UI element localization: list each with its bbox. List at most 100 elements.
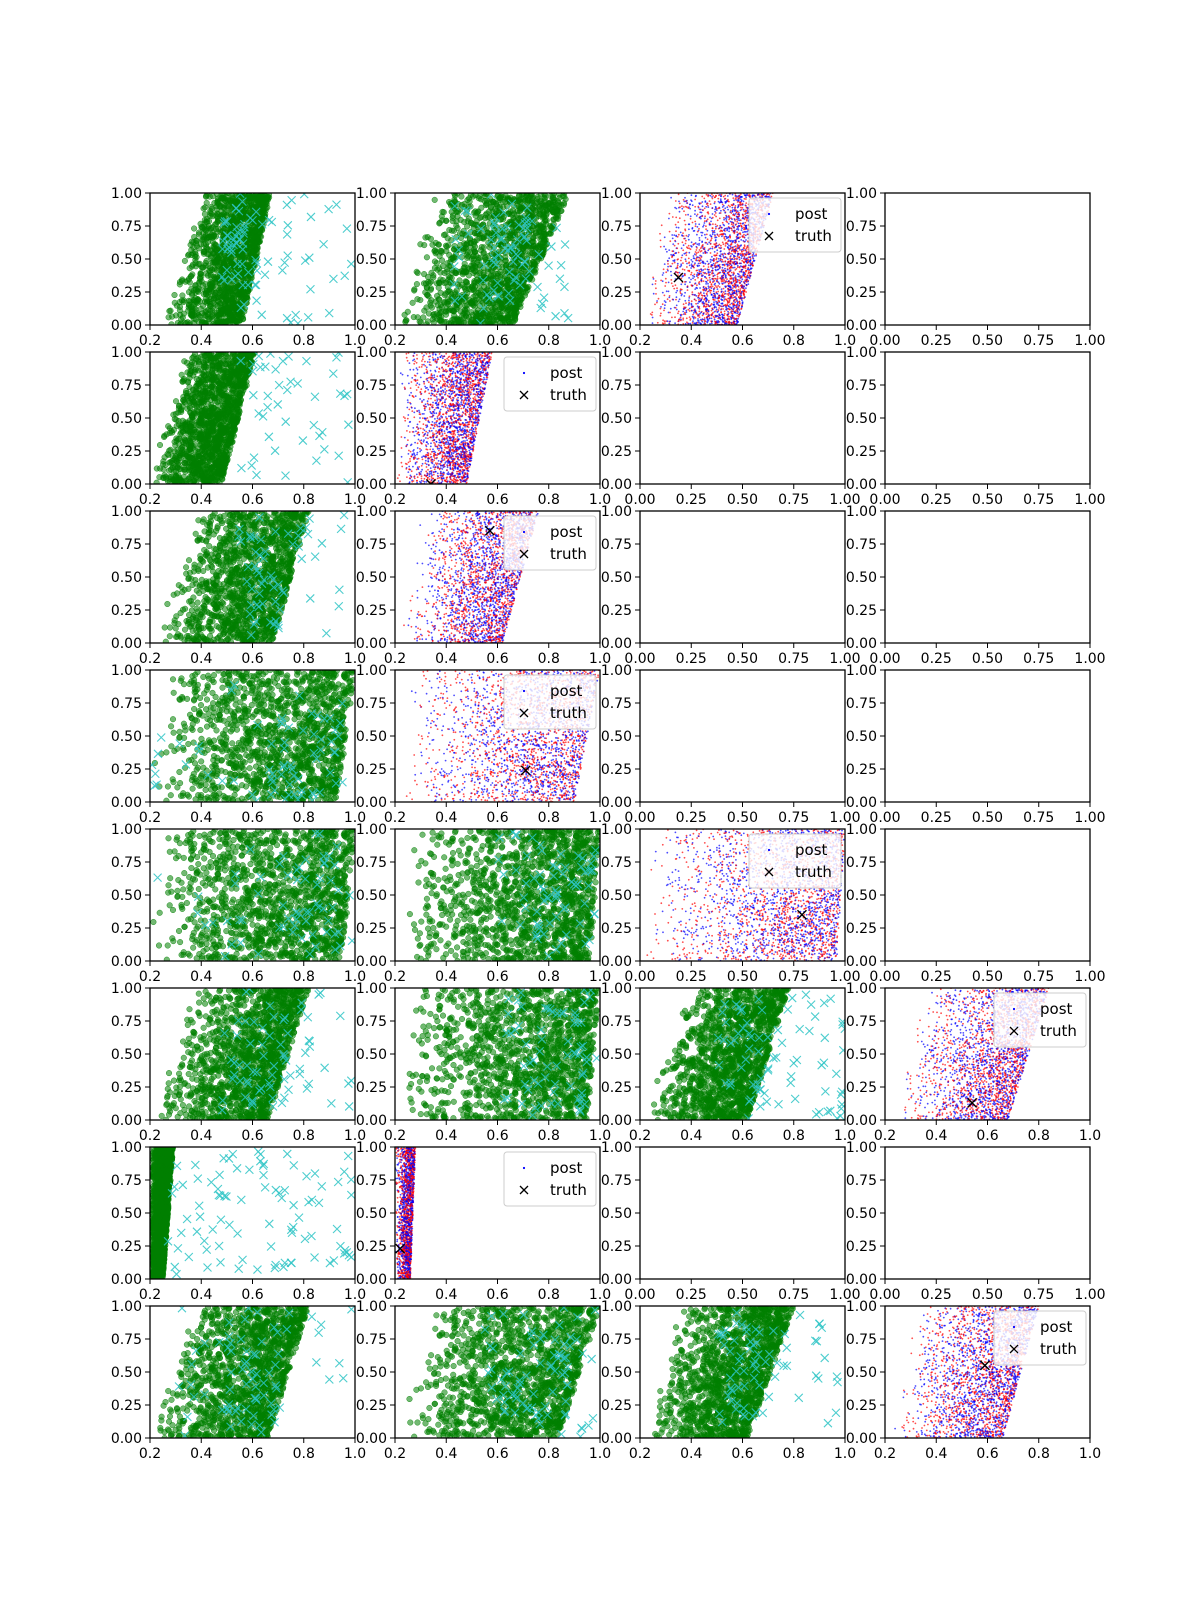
sample-point xyxy=(480,235,487,242)
posterior-point xyxy=(705,277,708,280)
posterior-point xyxy=(749,256,752,258)
posterior-point xyxy=(705,292,708,295)
posterior-point xyxy=(715,225,717,228)
posterior-point xyxy=(736,266,739,269)
x-tick-label: 0.8 xyxy=(293,333,315,349)
subplot-r0-c2: 0.2 0.4 0.6 0.8 1.00.000.250.500.751.00postt… xyxy=(601,186,856,349)
posterior-point xyxy=(690,267,692,269)
posterior-point xyxy=(714,243,717,246)
posterior-point xyxy=(673,234,676,237)
truth-sample-cross xyxy=(454,245,464,255)
posterior-point xyxy=(711,196,713,198)
truth-sample-cross xyxy=(489,243,499,253)
sample-point xyxy=(461,218,468,226)
posterior-point xyxy=(691,322,694,324)
posterior-point xyxy=(716,311,719,314)
sample-point xyxy=(189,271,196,278)
posterior-point xyxy=(719,247,722,250)
posterior-point xyxy=(718,282,721,285)
sample-point xyxy=(184,277,191,284)
posterior-point xyxy=(744,221,747,224)
posterior-point xyxy=(684,223,687,226)
posterior-point xyxy=(677,221,680,224)
sample-point xyxy=(203,218,211,226)
posterior-point xyxy=(720,226,723,229)
sample-point xyxy=(425,293,432,300)
posterior-point xyxy=(728,268,731,270)
posterior-point xyxy=(721,253,724,256)
posterior-point xyxy=(673,244,676,247)
posterior-point xyxy=(707,299,710,302)
posterior-point xyxy=(742,222,745,225)
truth-sample-cross xyxy=(222,230,232,240)
posterior-point xyxy=(764,195,767,198)
posterior-point xyxy=(726,303,729,306)
truth-sample-cross xyxy=(252,296,261,306)
sample-point xyxy=(450,307,457,315)
posterior-point xyxy=(701,318,704,321)
posterior-point xyxy=(685,239,687,242)
sample-point xyxy=(433,248,440,255)
x-tick-label: 0.2 xyxy=(384,333,406,349)
sample-point xyxy=(476,270,483,277)
posterior-point xyxy=(703,298,706,300)
posterior-point xyxy=(697,205,700,208)
posterior-point xyxy=(664,285,667,287)
posterior-point xyxy=(729,220,732,223)
posterior-point xyxy=(680,256,683,259)
x-tick-label: 0.4 xyxy=(190,333,212,349)
posterior-point xyxy=(726,265,729,268)
posterior-point xyxy=(729,278,732,280)
truth-sample-cross xyxy=(527,216,537,226)
posterior-point xyxy=(689,322,692,325)
truth-sample-cross xyxy=(525,267,534,276)
posterior-point xyxy=(737,237,740,239)
posterior-point xyxy=(723,209,726,212)
sample-point xyxy=(470,246,477,253)
posterior-point xyxy=(725,241,727,244)
sample-point xyxy=(502,253,509,261)
sample-point xyxy=(454,225,461,232)
posterior-point xyxy=(728,264,730,267)
y-tick-label: 1.00 xyxy=(111,186,142,202)
posterior-point xyxy=(722,287,725,290)
sample-point xyxy=(169,313,176,320)
posterior-point xyxy=(715,209,718,212)
sample-point xyxy=(209,283,216,290)
truth-sample-cross xyxy=(324,308,334,318)
posterior-point xyxy=(665,281,667,284)
sample-point xyxy=(534,199,541,206)
posterior-point xyxy=(685,251,688,254)
truth-sample-cross xyxy=(521,274,531,284)
sample-point xyxy=(508,311,515,318)
posterior-point xyxy=(713,305,716,308)
posterior-point xyxy=(690,300,693,303)
posterior-point xyxy=(745,212,747,215)
posterior-point xyxy=(727,313,730,316)
sample-point xyxy=(471,262,478,270)
posterior-point xyxy=(691,221,694,224)
posterior-point xyxy=(695,194,697,197)
posterior-point xyxy=(714,208,716,211)
posterior-point xyxy=(715,206,717,209)
sample-point xyxy=(450,321,458,325)
posterior-point xyxy=(683,313,685,315)
sample-point xyxy=(499,198,506,205)
posterior-point xyxy=(688,301,690,304)
truth-sample-cross xyxy=(476,224,486,234)
posterior-point xyxy=(729,297,732,300)
posterior-point xyxy=(703,295,706,298)
posterior-point xyxy=(731,241,734,244)
truth-sample-cross xyxy=(457,292,467,301)
posterior-point xyxy=(731,193,734,196)
posterior-point xyxy=(661,280,664,283)
sample-point xyxy=(450,316,457,323)
sample-point xyxy=(454,281,461,288)
posterior-point xyxy=(698,227,700,230)
sample-point xyxy=(549,198,557,205)
sample-point xyxy=(531,248,538,255)
sample-point xyxy=(541,193,549,199)
posterior-point xyxy=(679,265,681,268)
posterior-point xyxy=(738,266,741,269)
x-tick-label: 0.4 xyxy=(435,333,457,349)
